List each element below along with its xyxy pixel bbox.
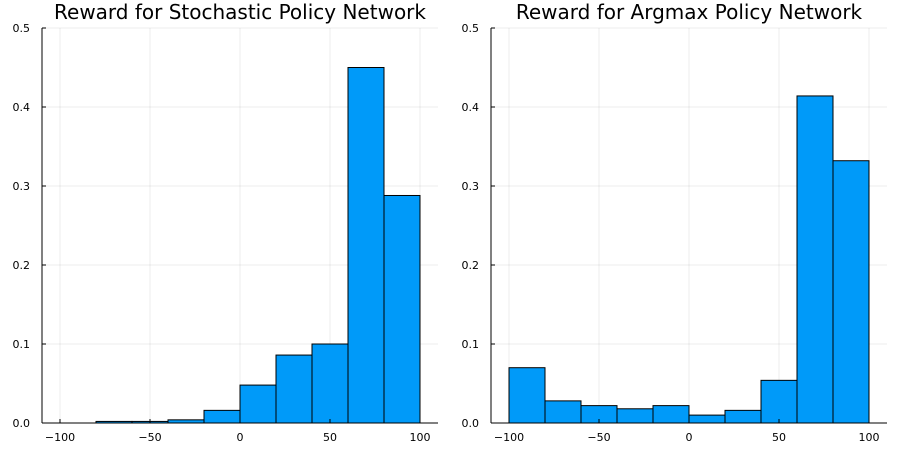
x-tick-label: 100: [859, 431, 880, 444]
y-tick-label: 0.1: [462, 338, 480, 351]
y-tick-label: 0.4: [462, 101, 480, 114]
y-tick-label: 0.0: [13, 417, 31, 430]
x-tick-label: 100: [410, 431, 431, 444]
histogram-bar: [724, 409, 762, 424]
histogram-bar: [311, 343, 349, 424]
histogram-bar: [239, 384, 277, 424]
panel-stochastic: Reward for Stochastic Policy Network −10…: [13, 0, 438, 444]
chart-title: Reward for Stochastic Policy Network: [54, 0, 426, 24]
histogram-bar: [652, 405, 690, 424]
chart-title: Reward for Argmax Policy Network: [516, 0, 863, 24]
y-tick-label: 0.1: [13, 338, 31, 351]
histogram-bar: [275, 354, 313, 424]
y-tick-label: 0.5: [462, 22, 480, 35]
x-tick-label: −50: [587, 431, 610, 444]
x-tick-label: 50: [772, 431, 786, 444]
histogram-bar: [760, 379, 798, 424]
x-tick-label: −100: [494, 431, 524, 444]
histogram-bar: [688, 414, 726, 424]
x-tick-label: −50: [138, 431, 161, 444]
histogram-bar: [203, 409, 241, 424]
y-tick-label: 0.3: [13, 180, 31, 193]
x-tick-label: 0: [237, 431, 244, 444]
histogram-bar: [796, 95, 834, 424]
panel-argmax: Reward for Argmax Policy Network −100 −50…: [462, 0, 887, 444]
y-tick-label: 0.5: [13, 22, 31, 35]
x-tick-label: −100: [45, 431, 75, 444]
histogram-bar: [508, 367, 546, 424]
histogram-bar: [832, 160, 870, 424]
x-tick-label: 0: [686, 431, 693, 444]
y-tick-label: 0.0: [462, 417, 480, 430]
y-tick-label: 0.3: [462, 180, 480, 193]
x-tick-label: 50: [323, 431, 337, 444]
y-tick-label: 0.2: [13, 259, 31, 272]
histogram-bar: [544, 400, 582, 424]
y-tick-label: 0.2: [462, 259, 480, 272]
histogram-bar: [347, 67, 385, 424]
histogram-bar: [616, 408, 654, 424]
y-tick-label: 0.4: [13, 101, 31, 114]
histogram-bar: [383, 194, 421, 424]
